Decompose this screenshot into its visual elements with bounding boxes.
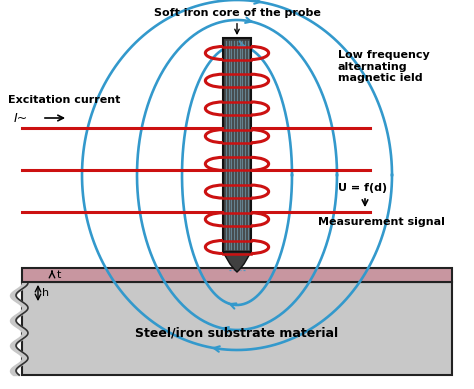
Text: I~: I~	[14, 112, 28, 124]
Bar	[22, 268, 452, 282]
Text: Soft iron core of the probe: Soft iron core of the probe	[154, 8, 320, 34]
Polygon shape	[223, 252, 251, 272]
Text: U = f(d): U = f(d)	[338, 183, 387, 193]
Bar	[223, 38, 251, 252]
Text: t: t	[57, 270, 61, 280]
Text: Measurement signal: Measurement signal	[318, 217, 445, 227]
Text: Excitation current: Excitation current	[8, 95, 120, 105]
Text: h: h	[42, 288, 49, 298]
Text: Low frequency
alternating
magnetic ield: Low frequency alternating magnetic ield	[338, 50, 430, 83]
Bar	[22, 282, 452, 375]
Text: Steel/iron substrate material: Steel/iron substrate material	[136, 326, 338, 340]
